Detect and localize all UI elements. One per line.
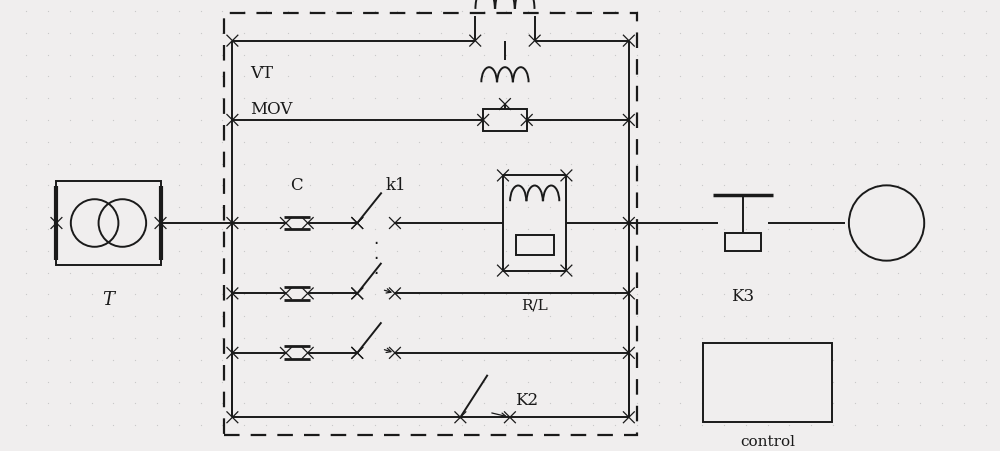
Text: R/L: R/L <box>521 298 548 312</box>
Bar <box>483 110 527 132</box>
Text: ·
·
·: · · · <box>373 235 379 283</box>
Text: MOV: MOV <box>250 100 293 117</box>
Bar <box>224 14 637 435</box>
Text: D: D <box>878 213 896 234</box>
Bar <box>725 234 761 251</box>
Bar <box>56 181 161 266</box>
Text: T: T <box>102 290 114 308</box>
Circle shape <box>849 186 924 261</box>
Text: control: control <box>740 434 795 448</box>
Text: K3: K3 <box>731 288 754 305</box>
Text: VT: VT <box>250 64 273 82</box>
Text: k1: k1 <box>386 177 407 194</box>
Text: K2: K2 <box>515 391 538 408</box>
Text: C: C <box>290 177 303 194</box>
Bar <box>516 235 554 255</box>
Bar <box>703 343 832 422</box>
